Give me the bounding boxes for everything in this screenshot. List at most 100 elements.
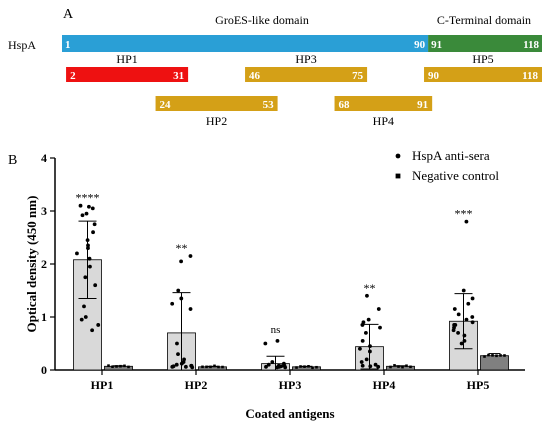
point-HP4-negative [401,365,404,369]
point-HP1-antisera [86,243,90,248]
point-HP2-antisera [179,259,183,264]
point-HP1-antisera [88,264,92,269]
point-HP4-antisera [368,344,372,349]
bar-HP2-negative [198,366,227,371]
fragment-HP4-label: HP4 [373,114,394,128]
point-HP4-antisera [360,363,365,368]
plot-area: 0 1 2 3 4 HP1 **** HP2 ** HP3 ns HP4 ** HP5 *** [41,151,525,392]
segment-cterm-start: 91 [431,39,442,51]
point-HP1-antisera [83,315,88,319]
fragment-HP5-label: HP5 [472,52,493,66]
point-HP1-negative [127,365,130,369]
fragment-HP1-bar [66,67,189,82]
fragment-HP5-start: 90 [428,70,440,82]
point-HP1-antisera [86,246,90,251]
segment-groes [62,35,429,52]
point-HP1-antisera [96,323,101,327]
panel-b-chart: B Optical density (450 nm) Coated antige… [8,148,525,421]
full-length-bar: 1 90 91 118 [62,35,542,52]
point-HP2-antisera [170,364,175,369]
point-HP5-antisera [464,317,469,322]
point-HP1-antisera [82,304,86,309]
point-HP2-negative [201,365,204,369]
point-HP4-negative [397,365,400,368]
point-HP2-antisera [188,307,193,311]
y-tick-label: 3 [41,204,47,218]
point-HP1-antisera [90,328,95,333]
point-HP5-antisera [462,333,467,338]
point-HP1-antisera [87,204,91,209]
legend-label-1: Negative control [412,168,499,183]
x-tick-label-HP3: HP3 [279,378,302,392]
point-HP2-antisera [176,288,181,293]
bar-HP1-antisera [73,259,102,371]
x-tick-label-HP1: HP1 [91,378,114,392]
fragment-HP3-end: 75 [352,70,364,82]
point-HP2-antisera [183,364,188,369]
point-HP5-negative [483,355,486,358]
point-HP3-antisera [264,364,268,369]
point-HP3-negative [299,365,302,368]
point-HP4-antisera [363,331,368,335]
point-HP3-negative [295,366,298,369]
point-HP1-negative [115,365,118,368]
significance-HP4: ** [364,281,376,295]
point-HP5-negative [491,354,494,357]
x-axis-label: Coated antigens [245,406,334,421]
point-HP5-antisera [456,312,461,317]
segment-groes-start: 1 [65,39,71,51]
point-HP2-antisera [188,254,193,258]
panel-a-domain-map: A GroES-like domain C-Terminal domain Hs… [8,7,542,128]
bar-HP1-negative [104,365,133,371]
point-HP4-antisera [376,364,381,369]
point-HP4-antisera [359,360,364,364]
point-HP1-antisera [75,251,79,256]
y-tick-label: 2 [41,257,47,271]
fragment-HP1-end: 31 [173,70,184,82]
point-HP1-antisera [80,213,85,218]
point-HP2-antisera [190,365,195,370]
legend-marker-square [395,173,401,179]
point-HP1-antisera [83,275,88,280]
point-HP1-antisera [84,211,89,216]
point-HP1-antisera [85,238,90,243]
bar-HP3-negative [292,366,321,371]
segment-cterm-end: 118 [523,39,539,51]
point-HP4-negative [393,364,396,367]
fragment-HP4-end: 91 [417,99,428,111]
point-HP5-negative [499,354,502,357]
point-HP5-negative [487,353,490,357]
point-HP4-negative [409,365,412,369]
fragment-HP5-end: 118 [522,70,538,82]
significance-HP5: *** [455,207,473,221]
fragment-HP3-bar [245,67,368,82]
point-HP4-antisera [376,307,381,311]
fragment-HP4-start: 68 [339,99,351,111]
fragment-HP2-bar [155,96,278,111]
point-HP4-antisera [368,349,372,354]
y-tick-label: 1 [41,310,47,324]
y-tick-label: 4 [41,151,47,165]
point-HP1-negative [111,365,114,369]
point-HP1-antisera [93,283,98,288]
point-HP4-antisera [378,325,382,330]
fragment-HP2-start: 24 [160,99,172,111]
point-HP5-antisera [470,296,475,301]
point-HP5-antisera [451,328,456,333]
point-HP2-antisera [174,362,179,367]
segment-cterm [428,35,542,52]
domain-label-groes: GroES-like domain [215,13,309,27]
point-HP5-antisera [461,288,466,293]
point-HP1-antisera [90,206,95,211]
point-HP1-antisera [78,203,83,208]
point-HP4-antisera [365,293,369,298]
point-HP5-antisera [470,320,475,325]
domain-label-cterm: C-Terminal domain [437,13,531,27]
significance-HP1: **** [76,191,100,205]
point-HP4-antisera [364,357,369,362]
significance-HP2: ** [176,241,188,255]
point-HP4-antisera [366,317,371,322]
point-HP2-antisera [170,301,175,306]
point-HP3-antisera [275,338,280,343]
